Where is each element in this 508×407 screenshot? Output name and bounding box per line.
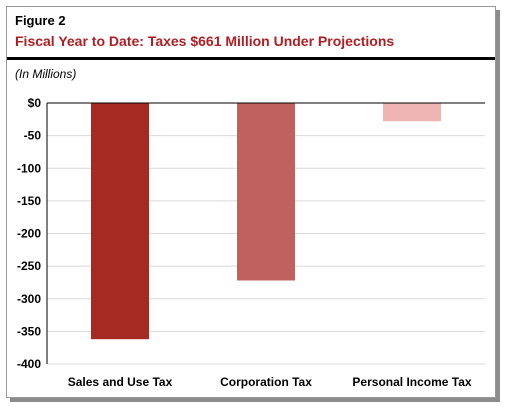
x-category-label: Corporation Tax xyxy=(220,375,312,389)
y-tick-label: -100 xyxy=(17,161,41,175)
y-tick-label: -200 xyxy=(17,227,41,241)
y-tick-label: -150 xyxy=(17,194,41,208)
bar-chart: $0 -50 -100 -150 -200 -250 -300 -350 -400 Sales a… xyxy=(17,96,485,389)
y-tick-label: -250 xyxy=(17,259,41,273)
y-tick-label: -300 xyxy=(17,292,41,306)
x-category-label: Personal Income Tax xyxy=(352,375,471,389)
y-tick-label: -400 xyxy=(17,357,41,371)
figure-label: Figure 2 xyxy=(15,13,66,28)
bar xyxy=(237,103,295,281)
figure-frame: Figure 2 Fiscal Year to Date: Taxes $661… xyxy=(6,6,496,398)
bar xyxy=(383,103,441,122)
bar xyxy=(91,103,149,340)
units-label: (In Millions) xyxy=(15,67,77,81)
y-tick-label: -50 xyxy=(24,129,42,143)
x-category-label: Sales and Use Tax xyxy=(68,375,173,389)
chart-title: Fiscal Year to Date: Taxes $661 Million … xyxy=(15,33,395,49)
title-rule xyxy=(7,57,495,60)
y-tick-label: $0 xyxy=(28,96,42,110)
y-tick-label: -350 xyxy=(17,324,41,338)
